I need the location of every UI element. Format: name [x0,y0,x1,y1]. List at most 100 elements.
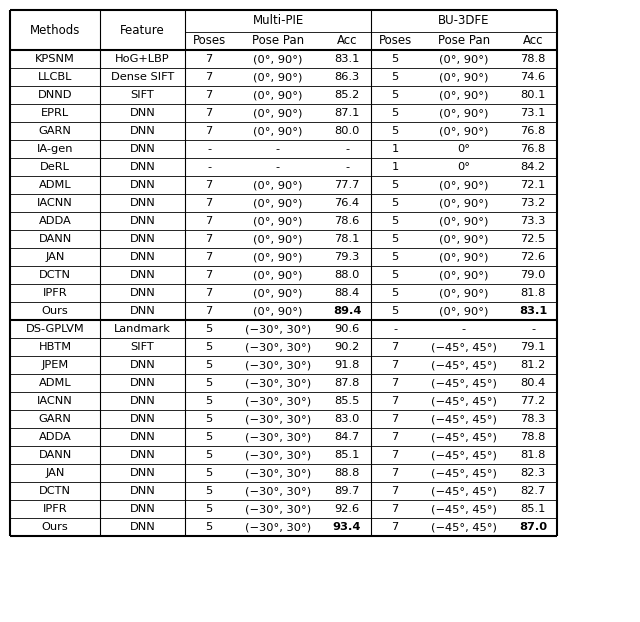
Text: HBTM: HBTM [38,342,72,352]
Text: Feature: Feature [120,24,165,37]
Text: 88.8: 88.8 [334,468,360,478]
Text: DNN: DNN [130,270,156,280]
Text: 7: 7 [392,432,399,442]
Text: ADML: ADML [38,180,71,190]
Text: KPSNM: KPSNM [35,54,75,64]
Text: (−30°, 30°): (−30°, 30°) [245,486,311,496]
Text: 93.4: 93.4 [333,522,361,532]
Text: (0°, 90°): (0°, 90°) [439,54,489,64]
Text: 5: 5 [392,216,399,226]
Text: IPFR: IPFR [43,504,67,514]
Text: (0°, 90°): (0°, 90°) [439,180,489,190]
Text: 78.6: 78.6 [334,216,360,226]
Text: 81.8: 81.8 [520,288,546,298]
Text: (−45°, 45°): (−45°, 45°) [431,504,497,514]
Text: IACNN: IACNN [37,198,73,208]
Text: DNN: DNN [130,414,156,424]
Text: (−30°, 30°): (−30°, 30°) [245,360,311,370]
Text: 5: 5 [205,450,212,460]
Text: (0°, 90°): (0°, 90°) [253,72,303,82]
Text: 7: 7 [392,378,399,388]
Text: (−45°, 45°): (−45°, 45°) [431,360,497,370]
Text: (0°, 90°): (0°, 90°) [439,216,489,226]
Text: HoG+LBP: HoG+LBP [115,54,170,64]
Text: 7: 7 [205,90,212,100]
Text: 85.1: 85.1 [520,504,546,514]
Text: 89.7: 89.7 [334,486,360,496]
Text: (0°, 90°): (0°, 90°) [253,216,303,226]
Text: GARN: GARN [38,414,72,424]
Text: (0°, 90°): (0°, 90°) [253,288,303,298]
Text: 7: 7 [205,54,212,64]
Text: DNN: DNN [130,162,156,172]
Text: 5: 5 [392,306,399,316]
Text: 78.8: 78.8 [520,54,546,64]
Text: 85.2: 85.2 [334,90,360,100]
Text: (−45°, 45°): (−45°, 45°) [431,342,497,352]
Text: (0°, 90°): (0°, 90°) [439,72,489,82]
Text: 7: 7 [205,198,212,208]
Text: 7: 7 [392,414,399,424]
Text: -: - [276,162,280,172]
Text: 80.1: 80.1 [520,90,546,100]
Text: DS-GPLVM: DS-GPLVM [26,324,84,334]
Text: (−30°, 30°): (−30°, 30°) [245,342,311,352]
Text: 78.3: 78.3 [520,414,546,424]
Text: 85.1: 85.1 [334,450,360,460]
Text: 7: 7 [205,216,212,226]
Text: 79.0: 79.0 [520,270,546,280]
Text: 5: 5 [392,270,399,280]
Text: DNN: DNN [130,306,156,316]
Text: 7: 7 [205,126,212,136]
Text: JAN: JAN [45,252,65,262]
Text: 7: 7 [392,522,399,532]
Text: DANN: DANN [38,234,72,244]
Text: -: - [531,324,535,334]
Text: (−30°, 30°): (−30°, 30°) [245,396,311,406]
Text: Poses: Poses [193,34,226,47]
Text: IACNN: IACNN [37,396,73,406]
Text: DNN: DNN [130,234,156,244]
Text: EPRL: EPRL [41,108,69,118]
Text: Pose Pan: Pose Pan [438,34,490,47]
Text: 0°: 0° [458,162,470,172]
Text: 77.7: 77.7 [334,180,360,190]
Text: JPEM: JPEM [42,360,68,370]
Text: DNN: DNN [130,216,156,226]
Text: ADML: ADML [38,378,71,388]
Text: 5: 5 [392,126,399,136]
Text: IA-gen: IA-gen [36,144,73,154]
Text: 5: 5 [205,378,212,388]
Text: 5: 5 [392,180,399,190]
Text: IPFR: IPFR [43,288,67,298]
Text: 1: 1 [392,144,399,154]
Text: 5: 5 [205,324,212,334]
Text: 87.1: 87.1 [334,108,360,118]
Text: DNN: DNN [130,396,156,406]
Text: (0°, 90°): (0°, 90°) [439,198,489,208]
Text: (0°, 90°): (0°, 90°) [253,90,303,100]
Text: (0°, 90°): (0°, 90°) [253,180,303,190]
Text: (0°, 90°): (0°, 90°) [439,108,489,118]
Text: ADDA: ADDA [38,432,72,442]
Text: 7: 7 [205,108,212,118]
Text: 5: 5 [205,360,212,370]
Text: DCTN: DCTN [39,270,71,280]
Text: 73.3: 73.3 [520,216,546,226]
Text: -: - [207,144,211,154]
Text: (0°, 90°): (0°, 90°) [253,126,303,136]
Text: 7: 7 [205,234,212,244]
Text: 7: 7 [205,288,212,298]
Text: (−45°, 45°): (−45°, 45°) [431,522,497,532]
Text: LLCBL: LLCBL [38,72,72,82]
Text: 76.4: 76.4 [335,198,360,208]
Text: Landmark: Landmark [114,324,171,334]
Text: DNN: DNN [130,288,156,298]
Text: 0°: 0° [458,144,470,154]
Text: 80.4: 80.4 [520,378,546,388]
Text: (−45°, 45°): (−45°, 45°) [431,396,497,406]
Text: 82.7: 82.7 [520,486,546,496]
Text: (0°, 90°): (0°, 90°) [439,252,489,262]
Text: 87.0: 87.0 [519,522,547,532]
Text: 84.2: 84.2 [520,162,545,172]
